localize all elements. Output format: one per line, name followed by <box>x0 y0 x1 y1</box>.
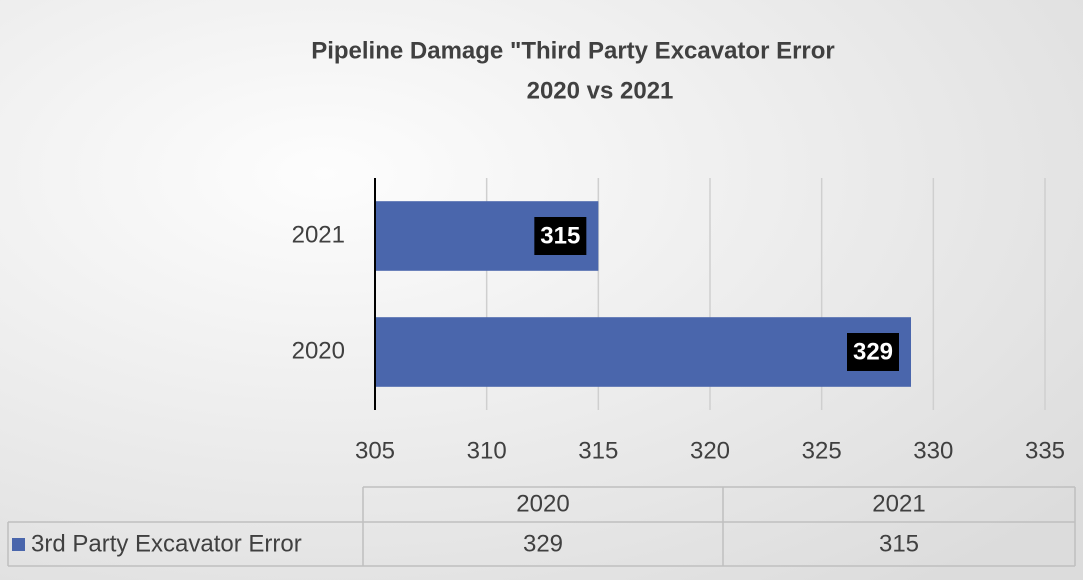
x-tick-label: 315 <box>578 437 618 464</box>
chart-title: Pipeline Damage "Third Party Excavator E… <box>311 37 835 64</box>
legend-key <box>12 538 25 551</box>
bar <box>375 317 911 387</box>
x-tick-label: 335 <box>1025 437 1065 464</box>
y-tick-label: 2020 <box>292 337 345 364</box>
table-header: 2021 <box>872 490 925 517</box>
chart-subtitle: 2020 vs 2021 <box>527 77 674 104</box>
table-cell: 329 <box>523 530 563 557</box>
table-cell: 315 <box>879 530 919 557</box>
data-label-box <box>534 217 587 255</box>
data-label-box <box>847 333 899 371</box>
table-header: 2020 <box>516 490 569 517</box>
data-label: 329 <box>853 338 893 365</box>
x-tick-label: 330 <box>913 437 953 464</box>
legend-label: 3rd Party Excavator Error <box>31 530 302 557</box>
x-tick-label: 310 <box>467 437 507 464</box>
y-tick-label: 2021 <box>292 221 345 248</box>
x-tick-label: 305 <box>355 437 395 464</box>
x-tick-label: 325 <box>802 437 842 464</box>
x-tick-label: 320 <box>690 437 730 464</box>
data-label: 315 <box>540 222 580 249</box>
